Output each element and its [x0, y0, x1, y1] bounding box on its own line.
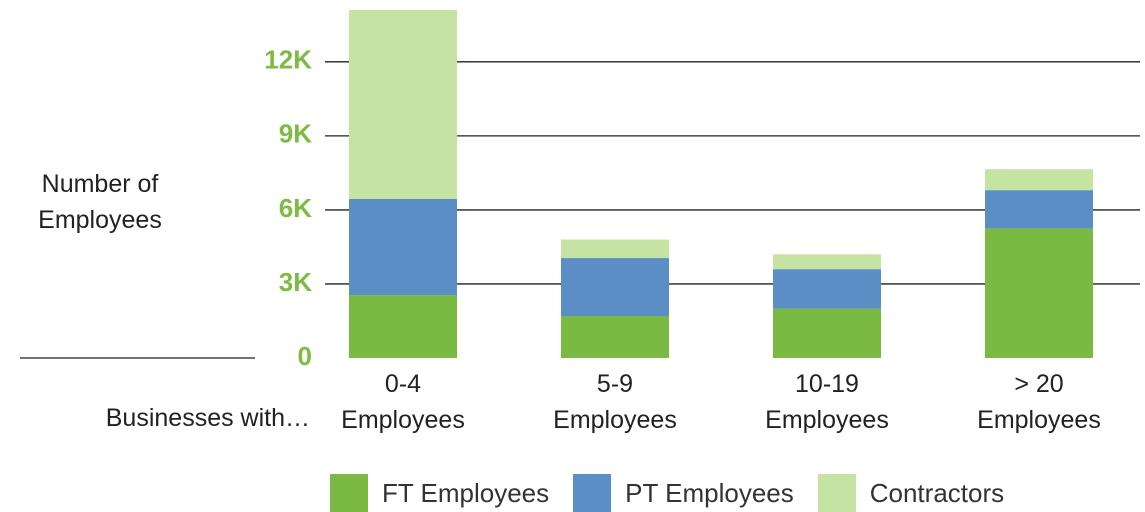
y-tick-label: 0 — [298, 341, 312, 371]
bar-segment — [985, 190, 1093, 229]
bar-segment — [985, 169, 1093, 191]
x-tick-label: 10-19 Employees — [765, 370, 889, 434]
bar-segment — [773, 269, 881, 309]
bar-segment — [561, 239, 669, 259]
bar-segment — [773, 254, 881, 270]
y-tick-label: 3K — [279, 267, 312, 297]
legend: FT Employees PT Employees Contractors — [330, 474, 1004, 512]
y-tick-label: 6K — [279, 193, 312, 223]
y-tick-label: 9K — [279, 119, 312, 149]
bar-segment — [349, 10, 457, 199]
y-axis-label: Number of Employees — [38, 170, 162, 234]
legend-label: FT Employees — [382, 477, 550, 508]
bar-segment — [985, 228, 1093, 358]
legend-label: PT Employees — [625, 477, 794, 508]
x-tick-label: > 20 Employees — [977, 370, 1101, 434]
bar-segment — [561, 258, 669, 317]
legend-item: Contractors — [817, 474, 1005, 512]
y-tick-label: 12K — [264, 45, 312, 75]
bar-segment — [349, 295, 457, 358]
legend-swatch — [817, 474, 856, 512]
legend-item: FT Employees — [330, 474, 549, 512]
legend-swatch — [330, 474, 368, 512]
legend-item: PT Employees — [573, 474, 794, 512]
x-tick-label: 0-4 Employees — [341, 370, 465, 434]
x-tick-label: 5-9 Employees — [553, 370, 677, 434]
legend-label: Contractors — [869, 477, 1005, 508]
bar-segment — [349, 198, 457, 296]
bar-segment — [773, 308, 881, 358]
legend-swatch — [573, 474, 612, 512]
bar-segment — [561, 316, 669, 358]
x-axis-label: Businesses with… — [105, 404, 310, 432]
